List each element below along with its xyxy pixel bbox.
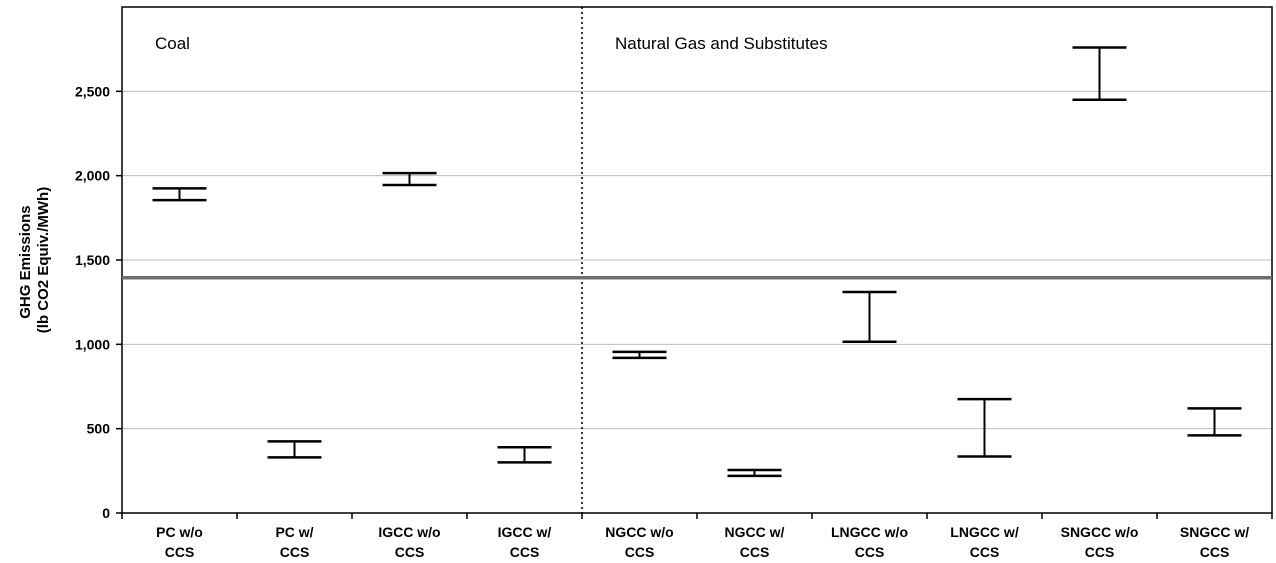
y-tick-label: 2,500 — [75, 83, 110, 99]
y-tick-label: 1,500 — [75, 252, 110, 268]
error-bar — [267, 440, 322, 459]
x-category-label: SNGCC w/ — [1180, 524, 1249, 540]
error-bar — [612, 350, 667, 360]
x-category-label: NGCC w/ — [725, 524, 785, 540]
gridlines — [122, 90, 1272, 430]
x-axis: PC w/o CCS PC w/CCS IGCC w/o CCS IGCC w/CCS NG… — [121, 513, 1273, 560]
error-bar — [382, 171, 437, 187]
region-labels: Coal Natural Gas and Substitutes — [155, 34, 828, 53]
y-tick-label: 500 — [87, 421, 111, 437]
x-category-label-line2: CCS — [165, 544, 195, 560]
x-category-label-line2: CCS — [395, 544, 425, 560]
x-category-label-line2: CCS — [280, 544, 310, 560]
y-tick-label: 0 — [102, 505, 110, 521]
x-category-label-line2: CCS — [740, 544, 770, 560]
y-tick-label: 2,000 — [75, 168, 110, 184]
x-category-label: LNGCC w/o — [831, 524, 908, 540]
error-bar — [842, 290, 897, 344]
error-bar — [1072, 46, 1127, 102]
x-category-label-line2: CCS — [510, 544, 540, 560]
x-category-label: IGCC w/o — [378, 524, 440, 540]
y-axis-title-line1: GHG Emissions — [17, 205, 34, 318]
x-category-label: IGCC w/ — [498, 524, 552, 540]
region-label: Natural Gas and Substitutes — [615, 34, 828, 53]
x-category-label: PC w/ — [275, 524, 313, 540]
x-category-label: NGCC w/o — [605, 524, 673, 540]
x-category-label-line2: CCS — [625, 544, 655, 560]
error-bar — [727, 468, 782, 478]
x-category-label: SNGCC w/o — [1061, 524, 1139, 540]
x-category-label-line2: CCS — [855, 544, 885, 560]
region-label: Coal — [155, 34, 190, 53]
error-bars — [152, 46, 1242, 478]
error-bar — [957, 397, 1012, 458]
y-axis-title-line2: (lb CO2 Equiv./MWh) — [35, 187, 52, 333]
x-category-label-line2: CCS — [970, 544, 1000, 560]
y-axis-title: GHG Emissions (lb CO2 Equiv./MWh) — [17, 187, 52, 333]
y-tick-label: 1,000 — [75, 336, 110, 352]
error-bar — [1187, 407, 1242, 437]
y-axis: 0 500 1,000 1,500 2,000 2,500 — [75, 83, 122, 521]
x-category-label: PC w/o — [156, 524, 203, 540]
error-bar — [497, 445, 552, 464]
x-category-label-line2: CCS — [1200, 544, 1230, 560]
x-category-label: LNGCC w/ — [950, 524, 1019, 540]
error-bar — [152, 187, 207, 202]
x-category-label-line2: CCS — [1085, 544, 1115, 560]
